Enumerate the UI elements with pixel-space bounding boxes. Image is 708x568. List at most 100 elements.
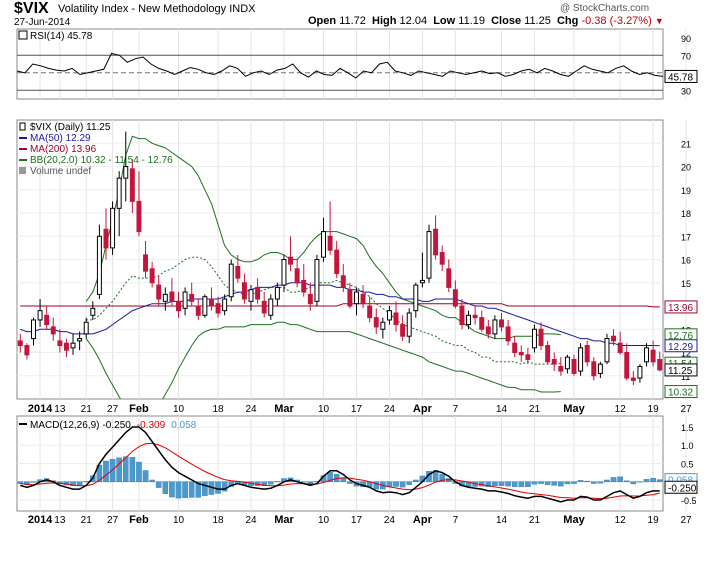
macd-histogram-bar	[17, 481, 24, 484]
price-tick-label: 21	[681, 139, 691, 149]
price-tick-label: 12	[681, 349, 691, 359]
macd-x-tick-label: 21	[81, 515, 93, 526]
macd-title: MACD(12,26,9) -0.250 -0.309 0.058	[30, 420, 197, 431]
macd-histogram-bar	[136, 461, 142, 482]
candle-body	[531, 328, 537, 349]
macd-x-tick-label: 2014	[28, 514, 53, 526]
candle-body	[314, 259, 320, 302]
price-x-tick-label: 17	[351, 404, 363, 415]
price-tag-5: 10.32	[668, 388, 693, 399]
chart-instrument-name: Volatility Index - New Methodology INDX	[58, 3, 256, 15]
macd-histogram-bar	[373, 481, 380, 490]
candle-body	[551, 358, 557, 365]
macd-histogram-bar	[650, 477, 656, 482]
candle-body	[321, 231, 326, 258]
macd-histogram-bar	[103, 460, 109, 482]
candle-body	[518, 352, 524, 356]
candle-body	[578, 347, 584, 372]
candle-body	[597, 363, 603, 374]
candle-body	[545, 345, 551, 363]
candle-body	[156, 284, 162, 300]
candle-body	[611, 335, 617, 342]
high-value: 12.04	[399, 15, 428, 27]
macd-tick-label: -0.5	[681, 496, 697, 506]
price-x-tick-label: Mar	[274, 403, 294, 415]
price-tag-2: 12.29	[668, 342, 693, 353]
macd-x-tick-label: Apr	[413, 514, 433, 526]
candle-body	[479, 317, 485, 330]
macd-histogram-bar	[169, 481, 175, 498]
macd-histogram-bar	[564, 481, 571, 485]
candle-body	[564, 356, 570, 370]
open-label: Open	[308, 15, 337, 27]
price-tick-label: 11	[681, 372, 690, 382]
macd-histogram-bar	[155, 481, 162, 488]
macd-tick-label: 0.5	[681, 460, 694, 470]
macd-histogram-bar	[610, 477, 617, 482]
macd-histogram-bar	[485, 481, 492, 488]
price-tick-label: 20	[681, 163, 691, 173]
candle-body	[162, 293, 168, 302]
candle-body	[83, 321, 89, 335]
macd-histogram-bar	[122, 456, 129, 482]
price-tag-4-box	[664, 363, 698, 377]
candle-body	[492, 319, 498, 335]
price-x-tick-label: 24	[384, 404, 396, 415]
bb-middle-line	[86, 256, 561, 365]
price-tick-label: 16	[681, 256, 691, 266]
macd-x-tick-label: 10	[173, 515, 185, 526]
macd-tag-1-box	[664, 480, 698, 494]
price-x-tick-label: 21	[81, 404, 93, 415]
macd-histogram-bar	[538, 481, 544, 484]
rsi-tick-label: 30	[681, 86, 691, 96]
candle-body	[288, 256, 294, 265]
price-tag-2-box	[664, 339, 698, 353]
price-panel: 21 20 19 18 17 16 15 14 13 12 11 $VIX (Daily) 11.25…	[16, 119, 698, 415]
macd-histogram-bar	[511, 481, 518, 488]
macd-histogram-bar	[267, 481, 274, 485]
candle-body	[347, 289, 353, 307]
bb-lower-line	[85, 321, 561, 399]
chart-symbol: $VIX	[14, 0, 49, 17]
candle-body	[380, 321, 386, 330]
price-tick-label: 18	[681, 209, 691, 219]
candle-body	[301, 279, 307, 293]
candle-body	[123, 166, 129, 179]
macd-histogram-bar	[584, 480, 590, 482]
ohlc-summary: Open 11.72 High 12.04 Low 11.19 Close 11…	[308, 15, 664, 27]
macd-histogram-bar	[558, 481, 564, 487]
candle-body	[624, 352, 630, 379]
macd-tick-label: 1.5	[681, 423, 694, 433]
macd-histogram-bar	[551, 481, 558, 486]
candle-body	[261, 300, 267, 314]
candle-body	[202, 296, 208, 316]
macd-histogram-bar	[109, 458, 116, 482]
candle-body	[17, 340, 23, 347]
candle-body	[485, 326, 491, 335]
candle-body	[268, 298, 274, 316]
candle-body	[367, 305, 373, 319]
candle-body	[248, 289, 254, 302]
candle-body	[644, 347, 649, 363]
candle-body	[433, 228, 439, 256]
candle-body	[584, 345, 590, 363]
candle-body	[129, 168, 135, 202]
candle-body	[426, 231, 432, 279]
candle-body	[558, 365, 564, 372]
candle-body	[452, 289, 458, 307]
candle-body	[294, 268, 300, 284]
price-x-tick-label: 18	[212, 404, 224, 415]
price-tag-4: 11.25	[668, 366, 693, 377]
candle-body	[446, 268, 452, 288]
stockcharts-credit[interactable]: @ StockCharts.com	[560, 3, 650, 14]
price-legend-ma50: MA(50) 12.29	[30, 133, 91, 144]
price-legend-price: $VIX (Daily) 11.25	[30, 122, 111, 133]
price-plot-area	[17, 131, 663, 399]
candle-body	[215, 303, 221, 314]
candle-body	[373, 317, 379, 328]
macd-histogram-bar	[597, 481, 604, 484]
candle-body	[228, 263, 234, 298]
candle-body	[143, 254, 149, 272]
price-tag-0-box	[664, 300, 698, 314]
